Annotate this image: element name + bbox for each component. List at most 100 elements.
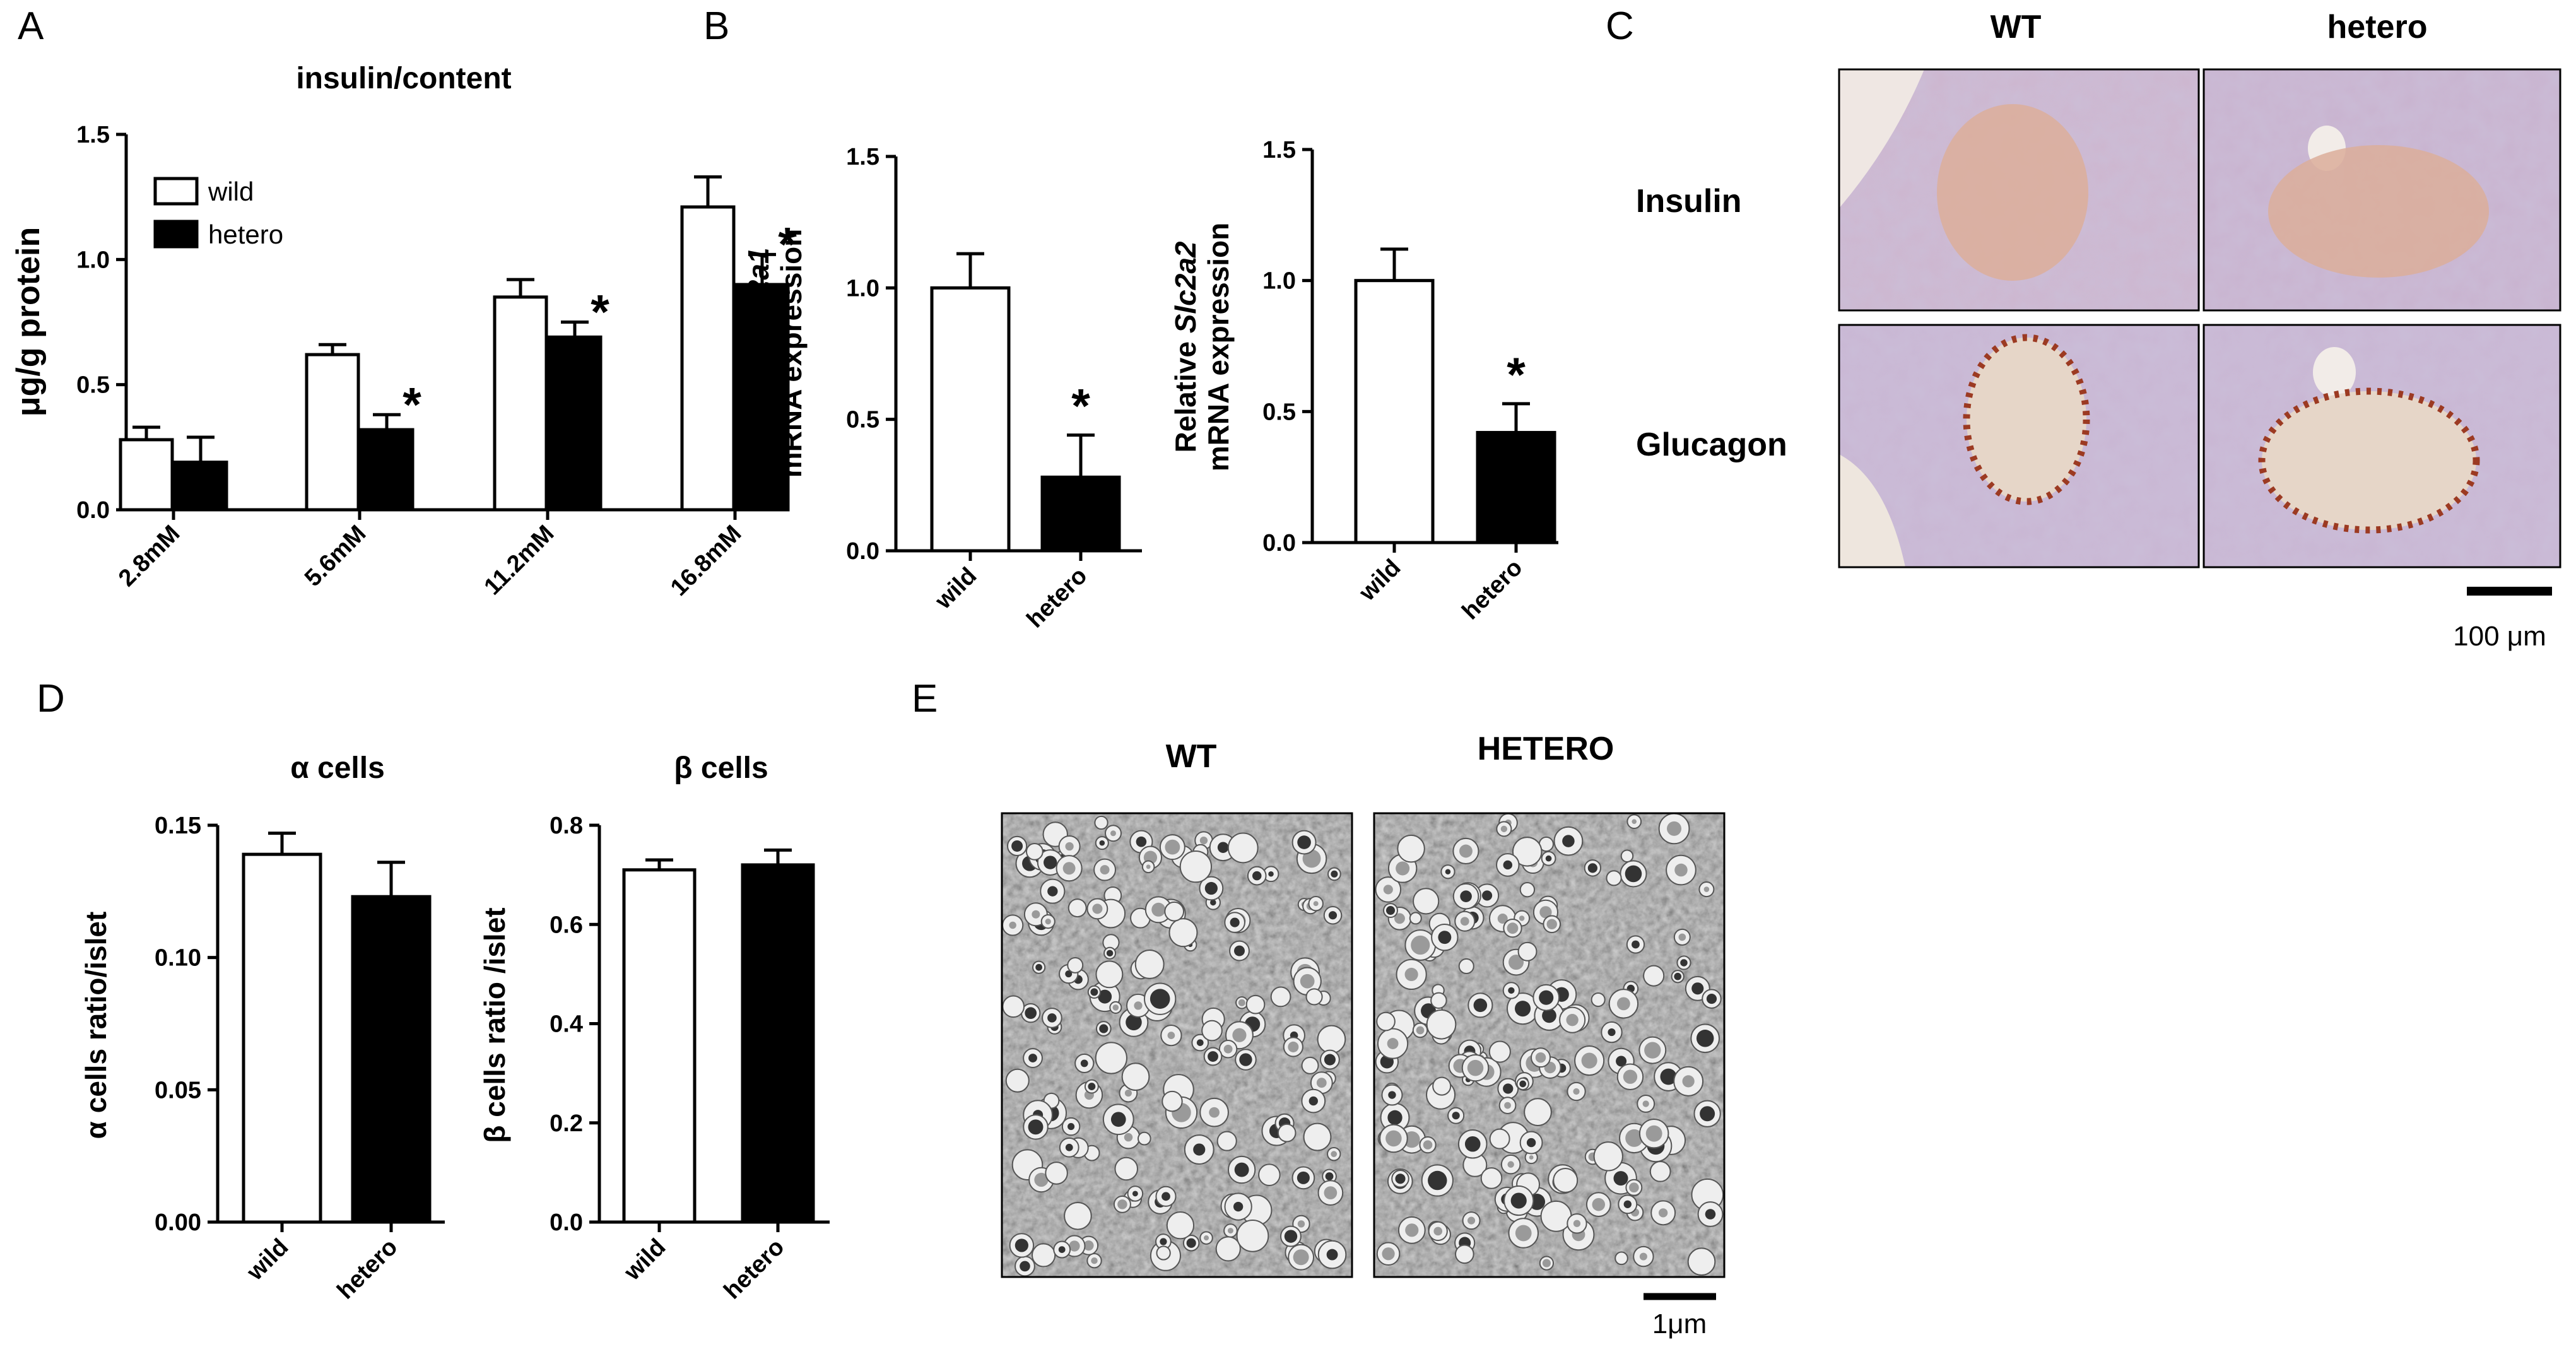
- secretory-granule: [1519, 881, 1536, 898]
- granule-core: [1388, 1091, 1396, 1099]
- chart-b1-y-label-line1: Relative Slc2a1: [742, 247, 775, 459]
- granule-core: [1394, 913, 1405, 924]
- secretory-granule: [1025, 842, 1044, 861]
- granule-core: [1035, 963, 1043, 971]
- secretory-granule: [1164, 901, 1185, 922]
- granule-core: [1146, 864, 1151, 869]
- granule-core: [1324, 1054, 1336, 1066]
- panel-e-micrographs: WT HETERO 1μm: [1001, 731, 1726, 1339]
- granule-core: [1288, 1041, 1299, 1052]
- micrograph-hetero-insulin: [2203, 68, 2561, 312]
- secretory-granule: [1376, 1011, 1396, 1032]
- granule-core: [1510, 1192, 1527, 1209]
- granule-core: [1467, 1059, 1484, 1076]
- chart-a-legend-swatch-wild: [153, 177, 199, 206]
- chart-a-y-tick-label: 0.0: [76, 497, 110, 524]
- secretory-granule: [1512, 837, 1543, 867]
- granule-core: [1297, 835, 1311, 849]
- secretory-granule: [1317, 1025, 1346, 1054]
- granule-core: [1500, 825, 1508, 833]
- granule-core: [1625, 1129, 1644, 1147]
- chart-b1-significance-star: *: [1071, 380, 1090, 433]
- secretory-granule: [1488, 1040, 1511, 1063]
- granule-core: [1028, 1119, 1044, 1135]
- secretory-granule: [1397, 834, 1425, 863]
- granule-core: [1110, 830, 1116, 837]
- granule-core: [1546, 919, 1557, 930]
- chart-a-legend-swatch-hetero: [153, 220, 199, 249]
- chart-a-significance-star: *: [778, 218, 797, 271]
- secretory-granule: [1067, 956, 1084, 973]
- granule-core: [1080, 1059, 1088, 1068]
- secretory-granule: [1277, 1123, 1297, 1143]
- secretory-granule: [1614, 1251, 1628, 1266]
- granule-core: [1124, 1132, 1133, 1142]
- granule-core: [1705, 1209, 1716, 1220]
- granule-core: [1445, 869, 1451, 874]
- granule-core: [1674, 863, 1688, 877]
- granule-core: [1385, 906, 1396, 915]
- chart-d-alpha-cells: α cells α cells ratio/islet 0.00 0.05 0.10 0.…: [79, 751, 445, 1304]
- granule-core: [1519, 915, 1525, 921]
- granule-core: [1015, 1238, 1028, 1252]
- granule-core: [1703, 886, 1710, 892]
- chart-a-x-tick-label: 2.8mM: [114, 521, 185, 592]
- secretory-granule: [1162, 1090, 1183, 1112]
- chart-d2-y-tick-label: 0.2: [550, 1110, 583, 1137]
- granule-core: [1331, 1151, 1338, 1158]
- granule-core: [1613, 1171, 1628, 1186]
- granule-core: [1566, 1014, 1579, 1026]
- granule-core: [1196, 1039, 1204, 1046]
- chart-b2-y-tick-label: 1.5: [1262, 137, 1296, 163]
- granule-core: [1065, 970, 1073, 978]
- granule-core: [1199, 836, 1208, 845]
- granule-core: [1025, 1007, 1037, 1020]
- granule-core: [1467, 1216, 1476, 1225]
- chart-b2-significance-star: *: [1507, 348, 1526, 402]
- granule-core: [1680, 959, 1688, 967]
- granule-core: [1309, 1096, 1318, 1106]
- chart-b1-y-tick-label: 0.0: [846, 538, 879, 565]
- granule-core: [1642, 1100, 1649, 1107]
- secretory-granule: [1032, 1243, 1056, 1268]
- secretory-granule: [1215, 1236, 1241, 1262]
- granule-core: [1234, 945, 1245, 956]
- granule-core: [1385, 1130, 1402, 1147]
- granule-core: [1034, 1172, 1049, 1187]
- granule-core: [1696, 1030, 1714, 1047]
- granule-core: [1573, 1088, 1580, 1095]
- granule-core: [1092, 903, 1103, 914]
- granule-core: [1535, 1052, 1546, 1063]
- granule-core: [1193, 1143, 1206, 1156]
- granule-core: [1230, 917, 1240, 927]
- panel-letter-c: C: [1606, 4, 1634, 48]
- chart-d2-y-tick-label: 0.8: [550, 813, 583, 839]
- chart-a-y-tick-label: 1.0: [76, 247, 110, 273]
- secretory-granule: [1524, 1098, 1552, 1126]
- granule-core: [1623, 1200, 1632, 1208]
- granule-core: [1217, 842, 1229, 853]
- chart-d2-title: β cells: [674, 751, 768, 785]
- chart-a-x-tick-label: 16.8mM: [666, 521, 746, 601]
- granule-core: [1151, 902, 1166, 917]
- granule-core: [1284, 1230, 1298, 1243]
- granule-core: [1562, 835, 1575, 847]
- secretory-granule: [1413, 888, 1440, 915]
- chart-b1-y-label-prefix: Relative: [742, 339, 775, 459]
- chart-a-y-tick-label: 1.5: [76, 122, 110, 148]
- secretory-granule: [1114, 1156, 1138, 1181]
- chart-b2-y-label-line1: Relative Slc2a2: [1169, 241, 1202, 452]
- granule-core: [1464, 1136, 1481, 1152]
- chart-d1-y-tick-label: 0.15: [155, 813, 201, 839]
- granule-core: [1539, 906, 1552, 919]
- chart-b2-y-tick-label: 1.0: [1262, 268, 1296, 295]
- granule-core: [1165, 839, 1180, 855]
- chart-d2-bar-wild: [622, 868, 697, 1224]
- granule-core: [1186, 1238, 1196, 1248]
- secretory-granule: [1489, 1128, 1510, 1150]
- granule-core: [1395, 1173, 1406, 1184]
- panel-c-col-header-wt: WT: [1991, 9, 2042, 45]
- secretory-granule: [1201, 1020, 1223, 1042]
- granule-core: [1405, 1223, 1419, 1237]
